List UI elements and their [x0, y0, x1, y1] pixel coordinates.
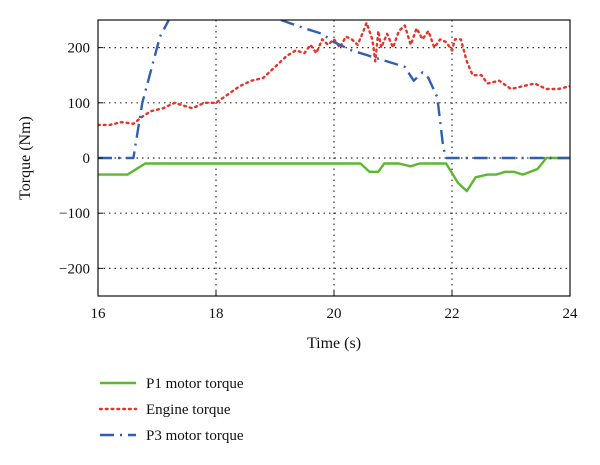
x-tick-label: 24 [563, 306, 579, 322]
series-line-2 [98, 21, 570, 127]
y-axis-label: Torque (Nm) [17, 116, 34, 200]
y-tick-label: −200 [59, 261, 90, 277]
series-line-1 [98, 156, 570, 193]
legend: P1 motor torque Engine torque P3 motor tor… [98, 376, 244, 444]
y-tick-label: 200 [68, 41, 91, 57]
series-layer [98, 20, 570, 193]
legend-label-1: P1 motor torque [146, 376, 244, 392]
y-tick-label: 100 [68, 96, 91, 112]
x-tick-label: 18 [209, 306, 224, 322]
y-tick-label: −100 [59, 206, 90, 222]
legend-label-3: P3 motor torque [146, 428, 244, 444]
x-tick-label: 20 [327, 306, 342, 322]
series-line-3 [280, 20, 570, 160]
y-tick-label: 0 [83, 151, 91, 167]
legend-label-2: Engine torque [146, 402, 231, 418]
axis-ticks: 16 18 20 22 24 −200 −100 0 100 200 [59, 41, 578, 322]
x-tick-label: 22 [445, 306, 460, 322]
x-axis-label: Time (s) [307, 335, 361, 352]
grid-lines [98, 20, 570, 296]
x-tick-label: 16 [91, 306, 107, 322]
series-line-3 [98, 20, 170, 160]
